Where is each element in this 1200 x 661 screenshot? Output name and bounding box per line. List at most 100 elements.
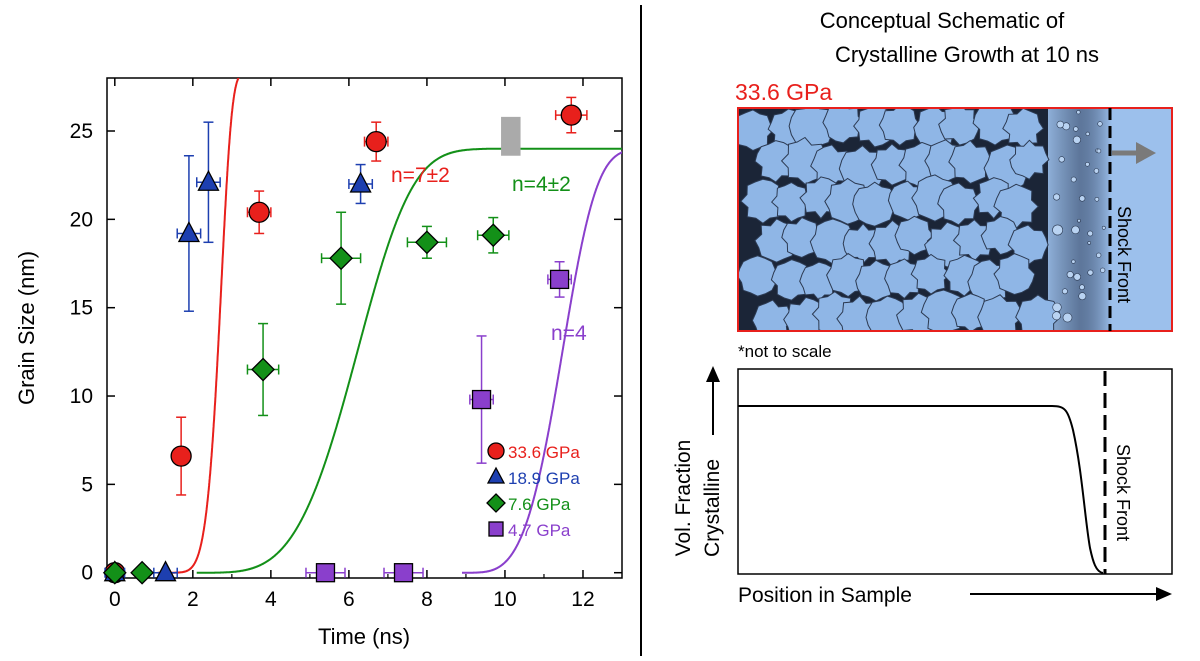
fit-curves — [157, 78, 622, 574]
crystal-grain — [770, 259, 813, 301]
point-0-1 — [170, 445, 192, 467]
point-1-4 — [349, 171, 372, 193]
x-tick-label: 4 — [265, 588, 277, 611]
profile-frame — [737, 368, 1173, 575]
crystal-grain — [952, 219, 996, 262]
nucleation-dot — [1071, 225, 1080, 235]
fit-curve-2 — [462, 151, 622, 574]
legend-entry-0: 33.6 GPa — [508, 443, 580, 462]
point-0-2 — [248, 201, 270, 223]
nucleation-dot — [1093, 168, 1100, 174]
crystal-grain — [993, 253, 1036, 296]
fit-label-purple: n=4 — [551, 322, 587, 345]
crystal-grain — [865, 295, 910, 331]
crystal-grain — [852, 181, 898, 227]
nucleation-dot — [1062, 312, 1073, 323]
nucleation-dot — [1096, 252, 1102, 258]
nucleation-dot — [1052, 302, 1062, 312]
x-tick-label: 2 — [187, 588, 199, 611]
x-tick-label: 0 — [109, 588, 121, 611]
nucleation-dot — [1100, 267, 1106, 273]
x-tick-label: 12 — [571, 588, 594, 611]
x-tick-label: 8 — [421, 588, 433, 611]
nucleation-dot — [1096, 148, 1102, 154]
shock-direction-arrow — [1112, 142, 1156, 164]
legend: 33.6 GPa 18.9 GPa 7.6 GPa 4.7 GPa — [486, 442, 580, 540]
nucleation-dot — [1062, 288, 1068, 295]
point-3-2 — [471, 389, 492, 410]
profile-y-label-line2: Crystalline — [701, 459, 724, 557]
crystal-grain — [910, 253, 952, 295]
nucleation-dot — [1073, 126, 1079, 132]
crystal-grains — [738, 108, 1061, 331]
shock-front-label-top: Shock Front — [1114, 206, 1134, 303]
nucleation-dot — [1085, 131, 1090, 136]
crystal-grain — [870, 143, 914, 186]
schematic-frame — [737, 107, 1173, 332]
point-3-0 — [315, 563, 336, 583]
nucleation-dot — [1087, 230, 1094, 237]
fit-label-red: n=7±2 — [391, 164, 450, 187]
nucleation-dot — [1101, 225, 1106, 230]
point-2-5 — [481, 223, 506, 248]
point-2-4 — [415, 230, 439, 255]
point-3-3 — [549, 269, 570, 290]
x-tick-label: 6 — [343, 588, 355, 611]
crystal-grain — [770, 181, 812, 223]
nucleation-dot — [1087, 241, 1091, 245]
y-tick-label: 20 — [70, 208, 93, 231]
nucleation-dot — [1076, 110, 1081, 115]
point-2-2 — [251, 357, 275, 382]
crystal-grain — [751, 299, 794, 331]
reference-gray-box — [501, 116, 521, 156]
legend-marker-2 — [486, 493, 506, 513]
plot-frame — [106, 77, 623, 579]
profile-y-label-line1: Vol. Fraction — [672, 440, 695, 557]
not-to-scale-note: *not to scale — [738, 342, 832, 361]
nucleation-dot — [1085, 162, 1090, 167]
y-tick-label: 25 — [70, 120, 93, 143]
point-1-1 — [154, 560, 177, 582]
point-1-3 — [197, 169, 220, 191]
x-axis-label: Time (ns) — [318, 624, 410, 649]
legend-entry-2: 7.6 GPa — [508, 495, 571, 514]
point-2-3 — [329, 246, 354, 271]
crystal-grain — [842, 222, 884, 265]
crystal-grain — [937, 182, 981, 226]
legend-entry-3: 4.7 GPa — [508, 521, 571, 540]
nucleation-dot — [1077, 218, 1081, 223]
nucleation-dot — [1052, 224, 1063, 236]
legend-marker-3 — [488, 521, 504, 537]
x-axis-arrow — [970, 587, 1172, 601]
nucleation-dot — [1058, 156, 1065, 163]
y-tick-label: 0 — [81, 562, 93, 585]
nucleation-dot — [1097, 121, 1103, 127]
crystal-grain — [1002, 108, 1045, 150]
crystal-grain — [1015, 294, 1061, 331]
y-axis-label: Grain Size (nm) — [14, 251, 39, 405]
profile-x-label: Position in Sample — [738, 584, 912, 607]
legend-marker-0 — [487, 442, 505, 460]
nucleation-dot — [1073, 273, 1081, 281]
schematic-panel: Conceptual Schematic of Crystalline Grow… — [735, 8, 1173, 361]
fit-label-green: n=4±2 — [512, 173, 571, 196]
point-3-1 — [393, 563, 414, 583]
nucleation-dot — [1079, 195, 1086, 202]
nucleation-dots — [1052, 110, 1106, 323]
crystalline-fraction-curve — [738, 405, 1104, 574]
schematic-title-line2: Crystalline Growth at 10 ns — [835, 42, 1099, 67]
crystal-grain — [783, 296, 829, 331]
shock-front-label-bottom: Shock Front — [1113, 444, 1133, 541]
crystal-grain — [738, 255, 779, 297]
nucleation-dot — [1070, 176, 1077, 183]
profile-panel: Shock Front Vol. Fraction Crystalline Po… — [672, 366, 1173, 607]
point-2-1 — [130, 560, 155, 585]
y-tick-label: 15 — [70, 297, 93, 320]
crystal-grain — [740, 178, 786, 224]
transition-gradient — [1040, 108, 1112, 331]
nucleation-dot — [1079, 284, 1085, 291]
point-0-4 — [560, 104, 582, 126]
nucleation-dot — [1056, 120, 1065, 129]
legend-marker-1 — [486, 466, 506, 484]
